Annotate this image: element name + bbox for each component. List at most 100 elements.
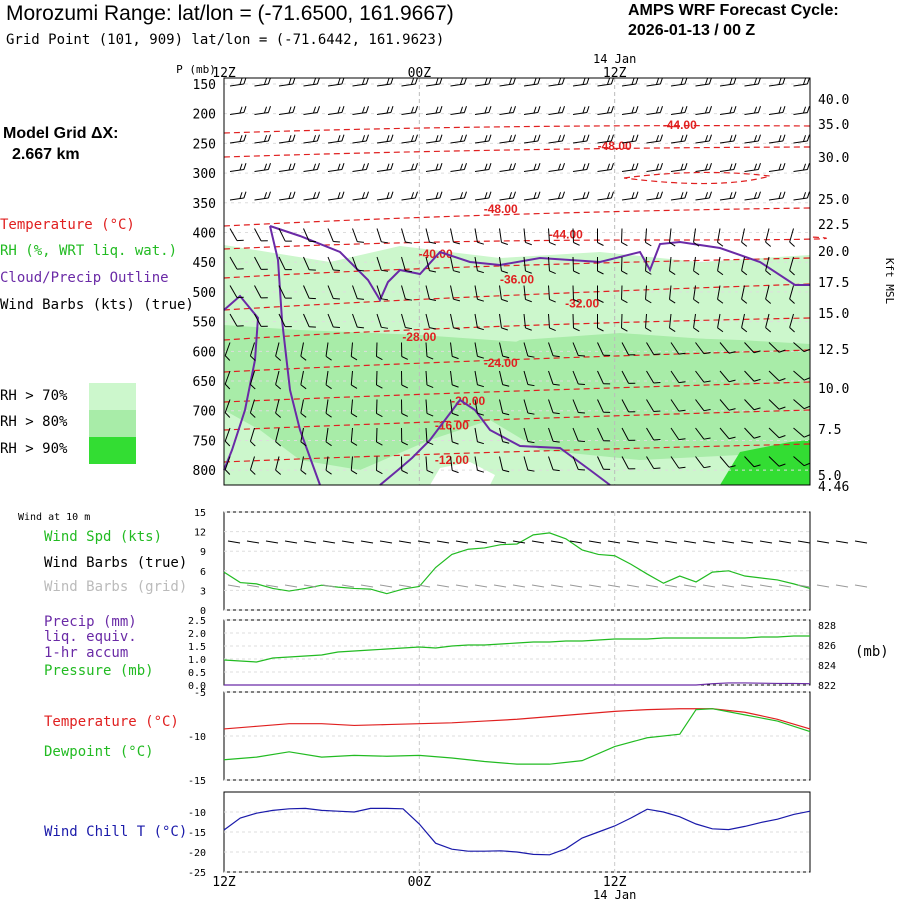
wind-barb-staff: [719, 197, 734, 201]
wind-barb: [474, 134, 492, 144]
wind-barb-staff: [523, 399, 529, 414]
wind-barb-flag: [309, 269, 316, 271]
wind-barb-flag: [803, 434, 811, 438]
wind-barb-flag: [236, 325, 244, 327]
wind-barb-flag: [669, 242, 676, 247]
wind-barb: [278, 163, 296, 172]
wind-barb-flag: [533, 163, 537, 171]
wind-barb-staff: [474, 112, 489, 115]
wind-barb: [793, 342, 811, 353]
wind-barb-flag: [757, 134, 761, 142]
wind-barb-staff: [621, 399, 630, 413]
wind-barb-flag: [261, 325, 268, 327]
wind-barb-staff: [275, 399, 280, 414]
wind-barb: [695, 456, 711, 469]
wind-barb-flag: [533, 192, 537, 199]
wind-barb-staff: [376, 228, 382, 242]
wind-barb-flag: [628, 354, 636, 356]
wind-barb: [499, 370, 510, 387]
wind-barb-flag: [573, 270, 580, 275]
wind-barb: [425, 163, 443, 172]
wind-barb-flag: [669, 270, 676, 275]
wind-barb-staff: [229, 313, 238, 327]
wind-barb-staff: [548, 427, 554, 442]
wind-barb: [572, 134, 590, 144]
wind-barb: [229, 77, 247, 87]
wind-barb-staff: [425, 370, 428, 386]
wind-barb-flag: [365, 106, 369, 113]
wind-barb-flag: [333, 269, 340, 272]
cloud-outline-top: [269, 225, 810, 303]
wind-barb-flag: [708, 106, 712, 113]
wind-barb-flag: [680, 192, 684, 199]
panel-y-tick: -10: [188, 808, 206, 819]
wind-barb-staff: [669, 256, 672, 271]
wind-barb: [376, 427, 383, 446]
wind-barb-staff: [646, 112, 661, 115]
wind-barb-flag: [635, 134, 639, 142]
wind-barb: [352, 313, 365, 329]
wind-barb-flag: [439, 134, 443, 142]
wind-barb: [376, 228, 389, 244]
wind-barb: [621, 163, 639, 172]
temperature-contour-label: -20.00: [451, 394, 485, 408]
wind-barb-flag: [292, 106, 296, 113]
surface-wind-barb: [360, 540, 374, 544]
wind-barb-flag: [426, 356, 434, 360]
wind-barb-flag: [778, 135, 782, 142]
wind-barb-flag: [653, 467, 661, 469]
wind-barb-staff: [300, 456, 304, 471]
wind-barb-staff: [645, 313, 647, 329]
wind-barb-flag: [502, 469, 510, 473]
wind-barb-staff: [450, 370, 453, 385]
pressure-tick-label: 450: [193, 256, 216, 271]
wind-barb-staff: [224, 427, 231, 442]
wind-barb: [548, 399, 560, 415]
wind-barb-staff: [695, 112, 710, 115]
wind-barb-flag: [390, 134, 394, 142]
panel-y-tick: 0.0: [188, 681, 206, 692]
wind-barb-flag: [357, 326, 365, 329]
wind-barb-flag: [704, 78, 709, 85]
wind-barb: [499, 342, 510, 359]
wind-barb-flag: [610, 77, 614, 85]
surface-wind-barb: [398, 540, 412, 544]
wind-barb-flag: [429, 327, 437, 330]
wind-barb-flag: [678, 438, 686, 441]
wind-barb-flag: [414, 134, 418, 142]
model-grid-value: 2.667 km: [12, 146, 80, 163]
wind-barb-flag: [410, 163, 415, 171]
wind-barb-flag: [606, 78, 611, 85]
surface-wind-barb: [474, 540, 488, 544]
wind-barb-staff: [548, 370, 554, 385]
temperature-contour-label: -12.00: [435, 453, 469, 467]
wind-barb-staff: [300, 427, 304, 442]
wind-barb-staff: [670, 197, 685, 201]
surface-wind-barb-grid: [322, 584, 336, 588]
wind-barb-staff: [327, 256, 334, 271]
top-date-label: 14 Jan: [593, 52, 636, 66]
wind-barb-flag: [537, 163, 541, 170]
wind-barb: [474, 191, 492, 201]
wind-barb: [523, 427, 535, 444]
wind-barb-flag: [453, 298, 461, 302]
wind-barb-flag: [463, 163, 467, 170]
wind-barb: [597, 163, 614, 172]
wind-barb-flag: [300, 384, 307, 390]
surface-wind-barb: [569, 540, 583, 544]
series-line-precip-mm-: [224, 682, 811, 686]
temperature-contour-label: -48.00: [598, 139, 632, 153]
wind-barb-flag: [603, 354, 611, 356]
wind-barb: [548, 134, 565, 144]
panel-y-tick: 2.5: [188, 616, 206, 627]
wind-barb-flag: [573, 327, 580, 332]
wind-barb-flag: [582, 106, 586, 114]
wind-barb: [352, 228, 365, 243]
wind-barb: [719, 77, 737, 87]
panel-y-tick: -15: [188, 776, 206, 787]
top-time-tick: 00Z: [408, 66, 432, 81]
wind-barb-flag: [680, 78, 684, 85]
height-tick-label: 15.0: [818, 307, 849, 322]
wind-barb-flag: [806, 106, 810, 113]
wind-barb-flag: [610, 163, 614, 170]
